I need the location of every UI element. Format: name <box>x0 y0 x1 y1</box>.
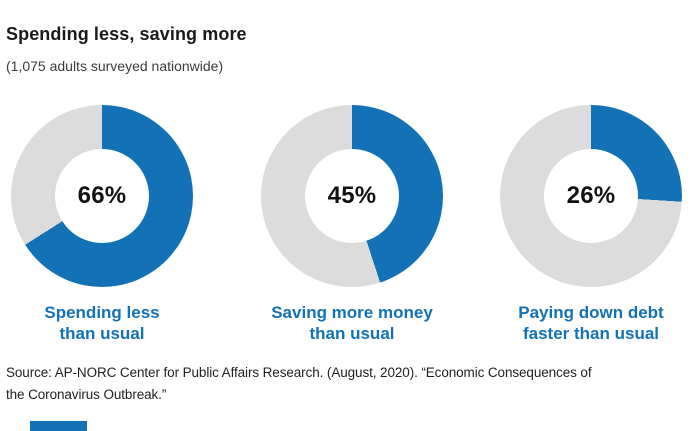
donut-value-label: 66% <box>77 182 127 209</box>
ap-norc-logo-fragment <box>30 421 87 431</box>
donut-category-label: Paying down debt faster than usual <box>500 302 682 345</box>
chart-title: Spending less, saving more <box>6 24 247 44</box>
donut-ring: 45% <box>261 105 443 287</box>
donut-value-label: 45% <box>327 182 377 209</box>
source-line-2: the Coronavirus Outbreak.” <box>6 386 167 402</box>
category-line-2: than usual <box>309 324 395 344</box>
donut-column-paying-debt: 26% Paying down debt faster than usual <box>500 105 682 345</box>
donut-category-label: Saving more money than usual <box>261 302 443 345</box>
donut-hole: 26% <box>543 148 639 244</box>
category-line-1: Saving more money <box>271 303 433 322</box>
category-line-1: Spending less <box>44 303 160 322</box>
donut-ring: 66% <box>11 105 193 287</box>
category-line-2: than usual <box>59 324 145 344</box>
donut-category-label: Spending less than usual <box>11 302 193 345</box>
donut-hole: 66% <box>54 148 150 244</box>
category-line-2: faster than usual <box>522 324 660 344</box>
chart-subtitle: (1,075 adults surveyed nationwide) <box>6 58 224 74</box>
chart-header: Spending less, saving more (1,075 adults… <box>6 24 247 74</box>
donut-hole: 45% <box>304 148 400 244</box>
donut-ring: 26% <box>500 105 682 287</box>
donut-column-saving-more: 45% Saving more money than usual <box>261 105 443 345</box>
donut-chart-group: 66% Spending less than usual 45% Saving … <box>0 105 700 343</box>
source-text: Source: AP-NORC Center for Public Affair… <box>6 362 592 405</box>
category-line-1: Paying down debt <box>518 303 664 322</box>
donut-value-label: 26% <box>566 182 616 209</box>
donut-column-spending-less: 66% Spending less than usual <box>11 105 193 345</box>
source-line-1: Source: AP-NORC Center for Public Affair… <box>6 365 592 380</box>
